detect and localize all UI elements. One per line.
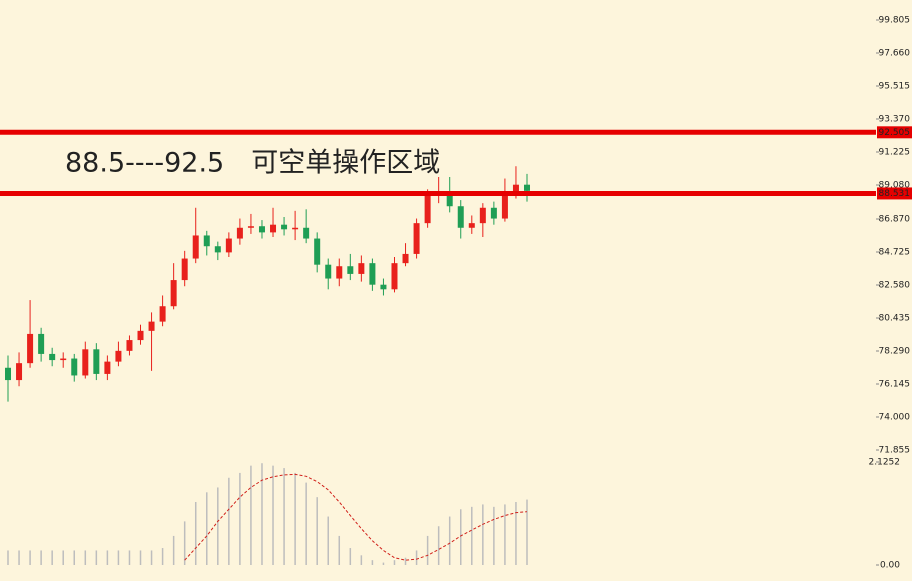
level-label: 92.505 xyxy=(879,128,911,138)
y-tick-label: 78.290 xyxy=(879,347,911,357)
candle-body xyxy=(490,207,497,219)
candle-body xyxy=(159,306,166,322)
candle-body xyxy=(325,264,332,279)
candle-body xyxy=(236,227,243,239)
candle-body xyxy=(479,207,486,224)
candle-body xyxy=(501,193,508,219)
candle-body xyxy=(391,263,398,290)
candle-body xyxy=(60,358,67,361)
y-tick-label: 99.805 xyxy=(879,16,911,26)
candle-body xyxy=(71,358,78,376)
candle-body xyxy=(137,330,144,341)
candle-body xyxy=(181,258,188,281)
y-tick-label: 76.145 xyxy=(879,380,911,390)
candle-body xyxy=(258,226,265,233)
level-tag xyxy=(877,126,912,139)
candle-body xyxy=(115,350,122,362)
candle-body xyxy=(402,253,409,264)
y-tick-label: 82.580 xyxy=(879,281,911,291)
candle-body xyxy=(38,333,45,354)
candle-body xyxy=(281,224,288,230)
candle-body xyxy=(214,246,221,253)
candle-body xyxy=(457,206,464,228)
y-tick-label: 86.870 xyxy=(879,215,911,225)
y-tick-label: 2.1252 xyxy=(869,458,901,468)
candle-body xyxy=(292,227,299,230)
candle-body xyxy=(424,195,431,224)
candle-body xyxy=(170,280,177,307)
candle-body xyxy=(303,227,310,239)
y-tick-label: 74.000 xyxy=(879,413,911,423)
candle-body xyxy=(5,367,11,381)
candle-body xyxy=(380,284,387,290)
candle-body xyxy=(347,266,354,274)
y-tick-label: 0.00 xyxy=(880,561,900,571)
signal-line xyxy=(184,473,528,561)
candle-body xyxy=(82,349,89,376)
candle-body xyxy=(358,263,365,274)
y-tick-label: 80.435 xyxy=(879,314,911,324)
candle-body xyxy=(93,349,100,374)
candle-body xyxy=(413,223,420,254)
candle-body xyxy=(148,321,155,331)
candle-body xyxy=(446,193,453,207)
candle-body xyxy=(27,333,34,364)
candle-body xyxy=(336,266,343,279)
candle-body xyxy=(203,235,210,247)
level-tag xyxy=(877,187,912,200)
level-label: 88.531 xyxy=(879,189,911,199)
candle-body xyxy=(126,340,133,351)
y-tick-label: 89.080 xyxy=(879,181,911,191)
candle-body xyxy=(524,184,530,191)
candle-body xyxy=(49,353,56,361)
candle-body xyxy=(369,263,376,285)
annotation: 88.5----92.5 可空单操作区域 xyxy=(65,148,440,179)
y-tick-label: 97.660 xyxy=(879,49,911,59)
candle-body xyxy=(512,184,519,194)
candle-body xyxy=(468,223,475,228)
y-tick-label: 91.225 xyxy=(879,148,911,158)
y-tick-label: 71.855 xyxy=(879,446,911,456)
y-tick-label: 84.725 xyxy=(879,248,911,258)
candle-body xyxy=(225,238,232,253)
candle-body xyxy=(16,363,23,381)
candle-body xyxy=(247,226,254,228)
candle-body xyxy=(104,361,111,374)
candle-body xyxy=(314,238,321,265)
candle-body xyxy=(270,224,277,233)
y-tick-label: 93.370 xyxy=(879,115,911,125)
y-tick-label: 95.515 xyxy=(879,82,911,92)
candle-body xyxy=(192,235,199,259)
